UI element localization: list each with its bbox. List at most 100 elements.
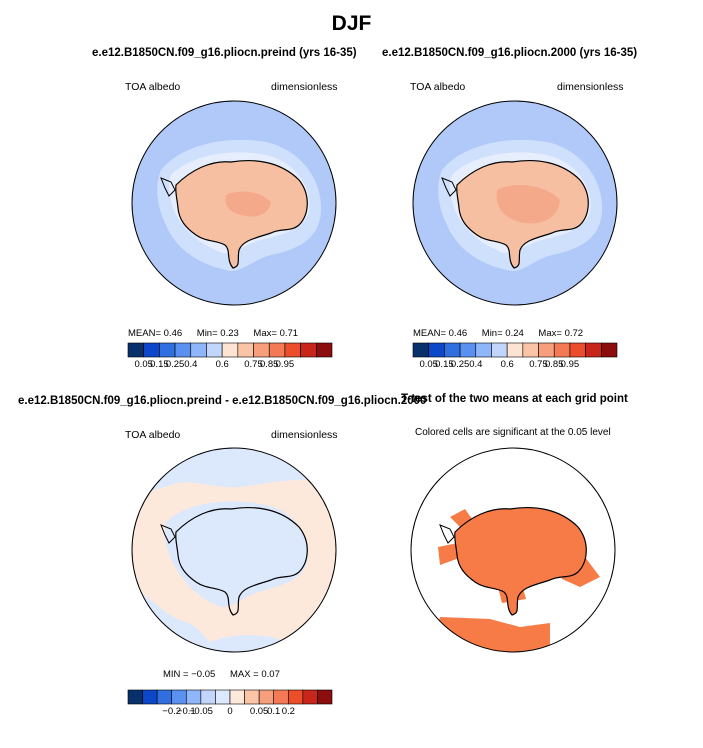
colorbar-swatch	[284, 342, 301, 358]
map-border	[131, 100, 337, 306]
colorbar-swatch	[428, 342, 445, 358]
colorbar-swatch	[475, 342, 492, 358]
min-value: 0.24	[505, 328, 524, 339]
peninsula-outline	[160, 524, 176, 544]
colorbar-swatch	[190, 342, 207, 358]
colorbar-swatch	[268, 342, 286, 358]
colorbar-tick-label: 0.6	[500, 359, 514, 370]
colorbar-swatch	[237, 342, 254, 358]
max-label: Max=	[538, 328, 562, 339]
panel-4-title: T-test of the two means at each grid poi…	[401, 393, 628, 405]
panel-3-colorbar	[127, 689, 333, 705]
colorbar-tick-label: 0.95	[275, 359, 295, 370]
mean-label: MEAN=	[128, 328, 161, 339]
panel-3-units-label: dimensionless	[271, 429, 338, 441]
colorbar-swatch	[506, 342, 524, 358]
panel-1-units-label: dimensionless	[271, 81, 338, 93]
panel-2-units-label: dimensionless	[557, 81, 624, 93]
colorbar-swatch	[316, 342, 333, 358]
colorbar-tick-label: 0.6	[215, 359, 229, 370]
map-border	[412, 100, 618, 306]
colorbar-tick-label: −0.1	[176, 706, 196, 717]
colorbar-swatch	[253, 342, 270, 358]
colorbar-swatch	[459, 342, 477, 358]
main-title: DJF	[331, 12, 372, 35]
colorbar-swatch	[156, 689, 173, 705]
colorbar-swatch	[538, 342, 555, 358]
colorbar-tick-label: 0.05	[419, 359, 438, 370]
colorbar-tick-label: 0.75	[244, 359, 263, 370]
colorbar-swatch	[215, 689, 231, 705]
panel-3-stats: MIN = −0.05 MAX = 0.07	[163, 669, 280, 680]
panel-1-colorbar-ticks: 0.05 0.15 0.25 0.4 0.6 0.75 0.85 0.95	[128, 359, 332, 373]
min-label: MIN =	[163, 669, 189, 680]
colorbar-swatch	[229, 689, 245, 705]
min-label: Min=	[481, 328, 503, 339]
negative-diff-center	[164, 501, 308, 607]
colorbar-swatch	[143, 342, 160, 358]
panel-2-colorbar-ticks: 0.05 0.15 0.25 0.4 0.6 0.75 0.85 0.95	[413, 359, 617, 373]
panel-4-map	[410, 447, 616, 653]
map-border	[410, 447, 616, 653]
max-value: 0.07	[261, 669, 280, 680]
colorbar-tick-label: 0.25	[165, 359, 185, 370]
map-border	[131, 447, 337, 653]
panel-1-title: e.e12.B1850CN.f09_g16.pliocn.preind (yrs…	[92, 47, 357, 59]
colorbar-tick-label: 0.4	[184, 359, 198, 370]
colorbar-swatch	[273, 689, 289, 705]
panel-1-map	[131, 100, 337, 306]
colorbar-swatch	[444, 342, 461, 358]
colorbar-tick-label: 0	[227, 706, 233, 717]
panel-2-title: e.e12.B1850CN.f09_g16.pliocn.2000 (yrs 1…	[382, 47, 638, 59]
min-value: 0.23	[220, 328, 239, 339]
colorbar-tick-label: 0.75	[529, 359, 548, 370]
interior-plateau	[225, 191, 271, 217]
panel-2-colorbar	[412, 342, 618, 358]
max-value: 0.72	[564, 328, 584, 339]
colorbar-swatch	[601, 342, 618, 358]
panel-2-variable-label: TOA albedo	[410, 81, 466, 93]
colorbar-swatch	[171, 689, 187, 705]
colorbar-tick-label: 0.4	[469, 359, 483, 370]
panel-1-colorbar	[127, 342, 333, 358]
colorbar-swatch	[174, 342, 192, 358]
panel-1-stats: MEAN= 0.46 Min= 0.23 Max= 0.71	[128, 328, 298, 339]
panel-3-map	[131, 447, 337, 653]
colorbar-swatch	[244, 689, 260, 705]
colorbar-tick-label: 0.15	[150, 359, 169, 370]
colorbar-swatch	[317, 689, 333, 705]
min-value: −0.05	[191, 669, 216, 680]
colorbar-swatch	[258, 689, 275, 705]
panel-2-stats: MEAN= 0.46 Min= 0.24 Max= 0.72	[413, 328, 583, 339]
colorbar-swatch	[569, 342, 586, 358]
panel-3-title: e.e12.B1850CN.f09_g16.pliocn.preind - e.…	[18, 395, 427, 407]
max-label: Max=	[253, 328, 277, 339]
colorbar-swatch	[206, 342, 223, 358]
colorbar-swatch	[302, 689, 318, 705]
panel-3-colorbar-ticks: −0.2 −0.1 −0.05 0 0.05 0.1 0.2	[128, 706, 332, 720]
colorbar-tick-label: 0.95	[560, 359, 580, 370]
colorbar-swatch	[553, 342, 571, 358]
peninsula-outline	[160, 177, 176, 197]
colorbar-tick-label: 0.25	[450, 359, 470, 370]
colorbar-swatch	[491, 342, 508, 358]
colorbar-swatch	[412, 342, 429, 358]
mean-value: 0.46	[163, 328, 183, 339]
significant-cells-d	[498, 585, 526, 603]
colorbar-tick-label: −0.2	[162, 706, 182, 717]
colorbar-tick-label: 0.05	[134, 359, 153, 370]
interior-plateau	[496, 185, 560, 224]
colorbar-tick-label: 0.05	[249, 706, 269, 717]
colorbar-swatch	[287, 689, 304, 705]
colorbar-swatch	[185, 689, 202, 705]
colorbar-swatch	[585, 342, 602, 358]
colorbar-swatch	[200, 689, 216, 705]
colorbar-tick-label: 0.85	[544, 359, 564, 370]
max-value: 0.71	[279, 328, 299, 339]
colorbar-tick-label: 0.1	[267, 706, 281, 717]
significant-cells-c	[560, 557, 600, 587]
mean-value: 0.46	[448, 328, 468, 339]
colorbar-tick-label: 0.15	[435, 359, 454, 370]
colorbar-swatch	[159, 342, 176, 358]
colorbar-swatch	[300, 342, 317, 358]
